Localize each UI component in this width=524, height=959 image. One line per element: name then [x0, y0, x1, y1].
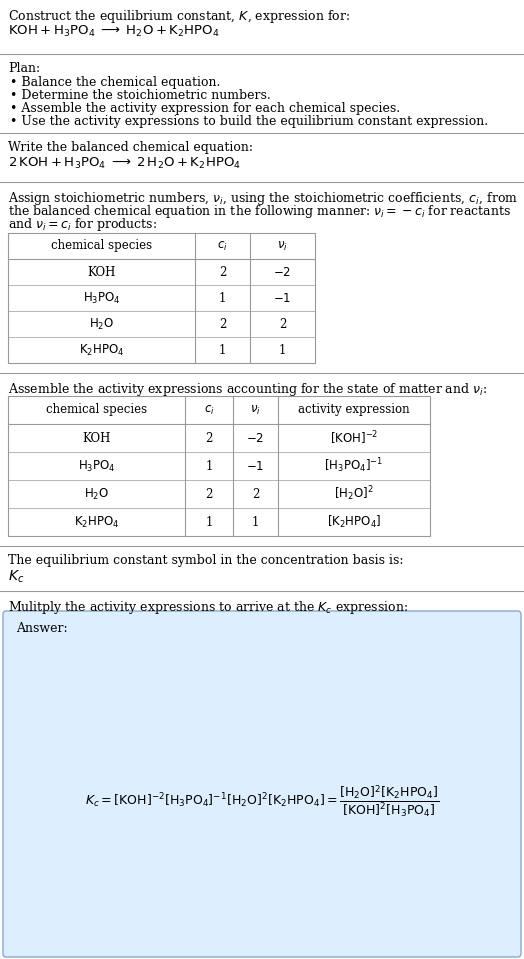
Text: 1: 1	[205, 459, 213, 473]
Text: $K_c = [\mathrm{KOH}]^{-2} [\mathrm{H_3PO_4}]^{-1} [\mathrm{H_2O}]^{2} [\mathrm{: $K_c = [\mathrm{KOH}]^{-2} [\mathrm{H_3P…	[85, 784, 439, 819]
FancyBboxPatch shape	[3, 611, 521, 957]
Text: $\mathrm{H_2O}$: $\mathrm{H_2O}$	[89, 316, 114, 332]
Text: activity expression: activity expression	[298, 404, 410, 416]
Text: KOH: KOH	[88, 266, 116, 278]
Text: $\mathrm{H_3PO_4}$: $\mathrm{H_3PO_4}$	[78, 458, 115, 474]
Text: 2: 2	[205, 432, 213, 445]
Bar	[8, 233, 315, 363]
Bar	[8, 396, 430, 536]
Text: the balanced chemical equation in the following manner: $\nu_i = -c_i$ for react: the balanced chemical equation in the fo…	[8, 203, 511, 220]
Text: chemical species: chemical species	[46, 404, 147, 416]
Text: Answer:: Answer:	[16, 622, 68, 635]
Text: $[\mathrm{KOH}]^{-2}$: $[\mathrm{KOH}]^{-2}$	[330, 430, 378, 447]
Text: Assign stoichiometric numbers, $\nu_i$, using the stoichiometric coefficients, $: Assign stoichiometric numbers, $\nu_i$, …	[8, 190, 518, 207]
Text: $K_c$: $K_c$	[8, 569, 24, 585]
Text: $-1$: $-1$	[246, 459, 265, 473]
Text: 2: 2	[219, 317, 226, 331]
Text: $c_i$: $c_i$	[217, 240, 228, 252]
Text: $\nu_i$: $\nu_i$	[277, 240, 288, 252]
Text: $\mathrm{K_2HPO_4}$: $\mathrm{K_2HPO_4}$	[79, 342, 124, 358]
Text: 1: 1	[252, 516, 259, 528]
Text: $\mathrm{K_2HPO_4}$: $\mathrm{K_2HPO_4}$	[74, 514, 119, 529]
Text: • Assemble the activity expression for each chemical species.: • Assemble the activity expression for e…	[10, 102, 400, 115]
Text: 1: 1	[205, 516, 213, 528]
Text: Mulitply the activity expressions to arrive at the $K_c$ expression:: Mulitply the activity expressions to arr…	[8, 599, 408, 616]
Text: $-2$: $-2$	[274, 266, 292, 278]
Text: $[\mathrm{K_2HPO_4}]$: $[\mathrm{K_2HPO_4}]$	[327, 514, 381, 530]
Text: $[\mathrm{H_3PO_4}]^{-1}$: $[\mathrm{H_3PO_4}]^{-1}$	[324, 456, 384, 476]
Text: • Use the activity expressions to build the equilibrium constant expression.: • Use the activity expressions to build …	[10, 115, 488, 128]
Text: 2: 2	[252, 487, 259, 501]
Text: 1: 1	[219, 343, 226, 357]
Text: $\mathrm{H_3PO_4}$: $\mathrm{H_3PO_4}$	[83, 291, 121, 306]
Text: $\nu_i$: $\nu_i$	[250, 404, 261, 416]
Text: $-1$: $-1$	[274, 292, 292, 305]
Text: 2: 2	[279, 317, 286, 331]
Text: $[\mathrm{H_2O}]^{2}$: $[\mathrm{H_2O}]^{2}$	[334, 484, 374, 503]
Text: Plan:: Plan:	[8, 62, 40, 75]
Text: 2: 2	[219, 266, 226, 278]
Text: $-2$: $-2$	[246, 432, 265, 445]
Text: $\mathrm{KOH + H_3PO_4 \;\longrightarrow\; H_2O + K_2HPO_4}$: $\mathrm{KOH + H_3PO_4 \;\longrightarrow…	[8, 24, 220, 39]
Text: 1: 1	[279, 343, 286, 357]
Text: chemical species: chemical species	[51, 240, 152, 252]
Text: and $\nu_i = c_i$ for products:: and $\nu_i = c_i$ for products:	[8, 216, 157, 233]
Text: The equilibrium constant symbol in the concentration basis is:: The equilibrium constant symbol in the c…	[8, 554, 403, 567]
Text: Assemble the activity expressions accounting for the state of matter and $\nu_i$: Assemble the activity expressions accoun…	[8, 381, 487, 398]
Text: • Balance the chemical equation.: • Balance the chemical equation.	[10, 76, 221, 89]
Text: 2: 2	[205, 487, 213, 501]
Text: $\mathrm{2\,KOH + H_3PO_4 \;\longrightarrow\; 2\,H_2O + K_2HPO_4}$: $\mathrm{2\,KOH + H_3PO_4 \;\longrightar…	[8, 156, 241, 171]
Text: 1: 1	[219, 292, 226, 305]
Text: Construct the equilibrium constant, $K$, expression for:: Construct the equilibrium constant, $K$,…	[8, 8, 350, 25]
Text: • Determine the stoichiometric numbers.: • Determine the stoichiometric numbers.	[10, 89, 271, 102]
Text: $c_i$: $c_i$	[204, 404, 214, 416]
Text: Write the balanced chemical equation:: Write the balanced chemical equation:	[8, 141, 253, 154]
Text: $\mathrm{H_2O}$: $\mathrm{H_2O}$	[84, 486, 109, 502]
Text: KOH: KOH	[82, 432, 111, 445]
